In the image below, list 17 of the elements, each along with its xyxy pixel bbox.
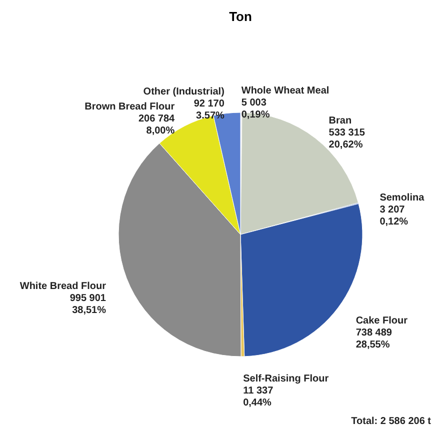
slice-label: Cake Flour [356,316,408,327]
data-label: 5 003 0,19% [241,98,270,121]
slice-label: Other (Industrial) [143,86,224,98]
data-label: 11 337 0,44% [243,385,274,408]
slice-label: White Bread Flour [20,280,106,292]
data-label: 738 489 28,55% [356,328,392,351]
slice-label: Semolina [380,192,425,204]
slice-label: Bran [328,116,352,127]
data-label: 206 784 8,00% [138,113,176,136]
chart-title: Ton [229,9,252,24]
data-label: 3 207 0,12% [380,204,408,228]
slice-label: Whole Wheat Meal [241,86,330,97]
data-label: 995 901 38,51% [70,292,106,316]
slice-label: Self-Raising Flour [243,373,329,384]
text: Total: 2 586 206 t [351,416,432,427]
data-label: 533 315 20,62% [328,128,366,151]
slice-label: Brown Bread Flour [84,101,175,112]
